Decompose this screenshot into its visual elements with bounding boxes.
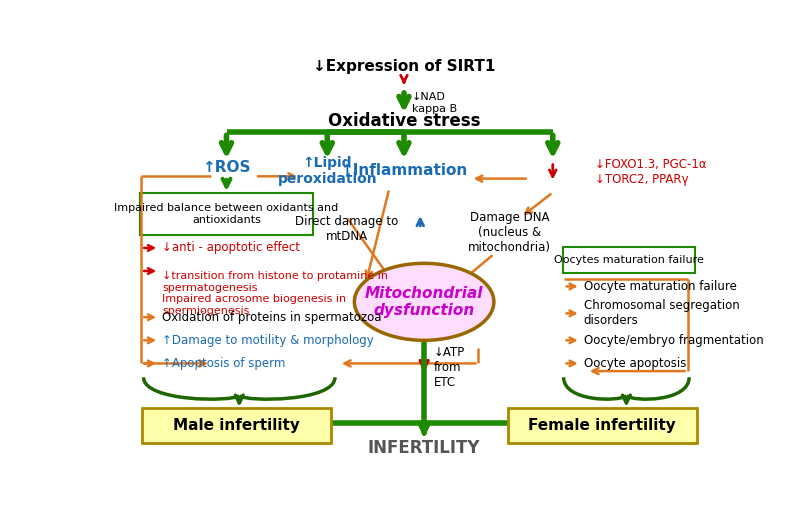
Text: ↓transition from histone to protamine in
spermatogenesis
Impaired acrosome bioge: ↓transition from histone to protamine in… xyxy=(163,271,388,316)
Text: ↑Damage to motility & morphology: ↑Damage to motility & morphology xyxy=(163,334,374,347)
Text: Oxidative stress: Oxidative stress xyxy=(327,112,481,130)
Text: Direct damage to
mtDNA: Direct damage to mtDNA xyxy=(295,215,398,242)
Ellipse shape xyxy=(354,264,494,340)
Text: ↓ATP
from
ETC: ↓ATP from ETC xyxy=(433,346,465,389)
Text: ↓NAD
kappa B: ↓NAD kappa B xyxy=(412,93,457,114)
Text: Oocyte/embryo fragmentation: Oocyte/embryo fragmentation xyxy=(584,334,764,347)
FancyBboxPatch shape xyxy=(563,247,694,274)
FancyBboxPatch shape xyxy=(142,408,331,443)
Text: INFERTILITY: INFERTILITY xyxy=(368,439,481,457)
Text: ↑ROS: ↑ROS xyxy=(202,159,251,175)
Text: ↑Apoptosis of sperm: ↑Apoptosis of sperm xyxy=(163,357,286,370)
Text: ↓FOXO1.3, PGC-1α
↓TORC2, PPARγ: ↓FOXO1.3, PGC-1α ↓TORC2, PPARγ xyxy=(595,158,706,186)
Text: ↑Inflammation: ↑Inflammation xyxy=(340,164,468,178)
Text: Male infertility: Male infertility xyxy=(173,418,300,433)
Text: Oocyte maturation failure: Oocyte maturation failure xyxy=(584,280,737,293)
Text: Oxidation of proteins in spermatozoa: Oxidation of proteins in spermatozoa xyxy=(163,311,382,323)
Text: ↓anti - apoptotic effect: ↓anti - apoptotic effect xyxy=(163,241,300,255)
Text: Impaired balance between oxidants and
antioxidants: Impaired balance between oxidants and an… xyxy=(114,203,338,225)
Text: Mitochondrial
dysfunction: Mitochondrial dysfunction xyxy=(365,286,484,318)
Text: ↑Lipid
peroxidation: ↑Lipid peroxidation xyxy=(278,156,377,186)
FancyBboxPatch shape xyxy=(508,408,697,443)
Text: Oocytes maturation failure: Oocytes maturation failure xyxy=(554,255,704,265)
Text: Chromosomal segregation
disorders: Chromosomal segregation disorders xyxy=(584,299,739,327)
Text: ↓Expression of SIRT1: ↓Expression of SIRT1 xyxy=(312,59,495,74)
FancyBboxPatch shape xyxy=(140,193,312,235)
Text: Female infertility: Female infertility xyxy=(529,418,676,433)
Text: Oocyte apoptosis: Oocyte apoptosis xyxy=(584,357,686,370)
Text: Damage DNA
(nucleus &
mitochondria): Damage DNA (nucleus & mitochondria) xyxy=(468,211,551,254)
